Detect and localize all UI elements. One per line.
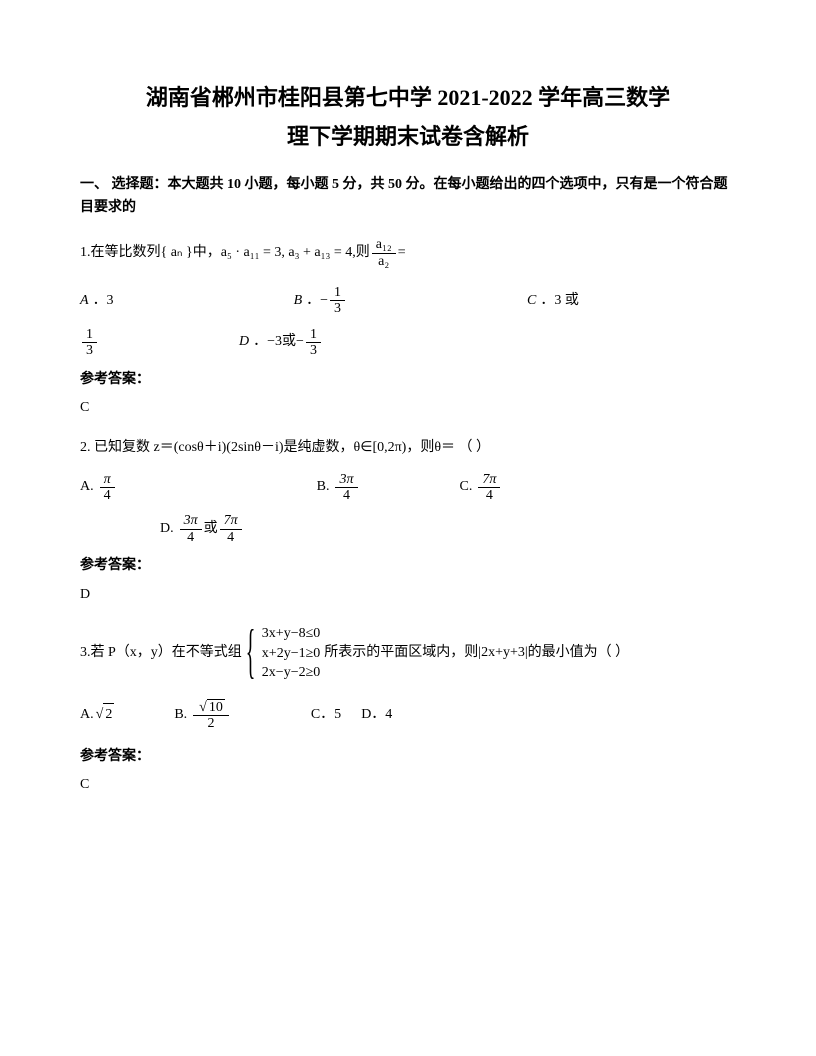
q1-optC-text: ．3 或 xyxy=(540,290,579,312)
q1-optA-text: ．3 xyxy=(93,290,114,312)
q3-answer-label: 参考答案： xyxy=(80,746,736,768)
q3-option-a: A. 2 xyxy=(80,703,114,726)
q3-text-prefix: 若 P（x，y）在不等式组 xyxy=(91,642,242,664)
q3-optA-sqrt: 2 xyxy=(103,703,114,726)
q2-optC-num: 7π xyxy=(478,472,500,488)
q3-option-d: D．4 xyxy=(361,704,392,726)
q1-frac-den: a₂ xyxy=(372,254,396,269)
question-1: 1. 在等比数列 { aₙ } 中， a₅ · a₁₁ = 3, a₃ + a₁… xyxy=(80,237,736,419)
q3-optB-den: 2 xyxy=(193,716,229,731)
q1-optB-den: 3 xyxy=(330,301,345,316)
q3-optB-label: B. xyxy=(174,704,187,726)
q3-text-suffix: 所表示的平面区域内，则|2x+y+3|的最小值为（ ） xyxy=(324,642,629,664)
q1-sequence: { aₙ } xyxy=(161,242,193,264)
q1-text-mid: 中， xyxy=(193,242,221,264)
q1-optD-or: 或 xyxy=(282,331,296,353)
q3-option-c: C．5 xyxy=(311,704,341,726)
q1-optD-den: 3 xyxy=(306,343,321,358)
q3-optC-label: C．5 xyxy=(311,704,341,726)
q1-optD-neg: − xyxy=(296,331,304,353)
q1-answer: C xyxy=(80,397,736,419)
q1-number: 1. xyxy=(80,242,91,264)
q1-option-d: D ．−3 或 − 1 3 xyxy=(239,327,323,359)
q2-optC-den: 4 xyxy=(478,488,500,503)
q3-optB-sqrt: 10 xyxy=(207,699,225,715)
q1-optB-neg: − xyxy=(320,290,328,312)
q3-optA-label: A. xyxy=(80,704,94,726)
q1-optD-label: D xyxy=(239,331,249,353)
q1-optB-label: B xyxy=(294,290,303,312)
q1-optC-frac: 1 3 xyxy=(82,327,97,359)
q2-option-d: D. 3π 4 或 7π 4 xyxy=(160,513,244,545)
q2-option-a: A. π 4 xyxy=(80,472,117,504)
section-header: 一、 选择题：本大题共 10 小题，每小题 5 分，共 50 分。在每小题给出的… xyxy=(80,174,736,219)
q2-optC-label: C. xyxy=(460,476,473,498)
q1-optA-label: A xyxy=(80,290,89,312)
q3-number: 3. xyxy=(80,642,91,664)
q2-number: 2. xyxy=(80,440,91,455)
q2-optD-num1: 3π xyxy=(180,513,202,529)
q3-option-b: B. 10 2 xyxy=(174,699,231,732)
document-title-line2: 理下学期期末试卷含解析 xyxy=(80,119,736,154)
question-3: 3. 若 P（x，y）在不等式组 3x+y−8≤0 x+2y−1≥0 2x−y−… xyxy=(80,624,736,796)
q1-text-suffix: 则 xyxy=(356,242,370,264)
q2-answer: D xyxy=(80,584,736,606)
q3-inequality-system: 3x+y−8≤0 x+2y−1≥0 2x−y−2≥0 xyxy=(246,624,320,683)
q1-text-prefix: 在等比数列 xyxy=(91,242,161,264)
q2-optD-den1: 4 xyxy=(180,530,202,545)
q1-optB-num: 1 xyxy=(330,285,345,301)
q3-optD-label: D．4 xyxy=(361,704,392,726)
q2-optA-den: 4 xyxy=(100,488,115,503)
q1-fraction: a₁₂ a₂ xyxy=(372,237,396,269)
q3-sys-line1: 3x+y−8≤0 xyxy=(262,624,320,644)
q1-optD-text: ．−3 xyxy=(253,331,282,353)
q1-condition: a₅ · a₁₁ = 3, a₃ + a₁₃ = 4, xyxy=(221,242,356,264)
q1-optC2-den: 3 xyxy=(82,343,97,358)
q1-option-b: B ． − 1 3 xyxy=(294,285,347,317)
q2-optB-num: 3π xyxy=(335,472,357,488)
q1-optB-text: ． xyxy=(306,290,320,312)
q3-sys-line2: x+2y−1≥0 xyxy=(262,644,320,664)
q2-optD-num2: 7π xyxy=(220,513,242,529)
q2-optA-num: π xyxy=(100,472,115,488)
q3-answer: C xyxy=(80,774,736,796)
q1-option-a: A ．3 xyxy=(80,290,114,312)
document-title-line1: 湖南省郴州市桂阳县第七中学 2021-2022 学年高三数学 xyxy=(80,80,736,115)
q2-optB-den: 4 xyxy=(335,488,357,503)
q1-equals: = xyxy=(398,242,406,264)
q2-text: 已知复数 z＝(cosθ＋i)(2sinθ－i)是纯虚数，θ∈[0,2π)，则θ… xyxy=(94,440,490,455)
q2-optB-label: B. xyxy=(317,476,330,498)
q1-answer-label: 参考答案： xyxy=(80,369,736,391)
question-2: 2. 已知复数 z＝(cosθ＋i)(2sinθ－i)是纯虚数，θ∈[0,2π)… xyxy=(80,437,736,606)
q1-frac-num: a₁₂ xyxy=(372,237,396,253)
q2-answer-label: 参考答案： xyxy=(80,555,736,577)
q2-option-c: C. 7π 4 xyxy=(460,472,503,504)
q1-optD-num: 1 xyxy=(306,327,321,343)
q1-optC-label: C xyxy=(527,290,536,312)
q2-optA-label: A. xyxy=(80,476,94,498)
q2-optD-den2: 4 xyxy=(220,530,242,545)
q2-optD-label: D. xyxy=(160,518,174,540)
q1-optC2-num: 1 xyxy=(82,327,97,343)
q1-option-c: C ．3 或 xyxy=(527,290,579,312)
q3-sys-line3: 2x−y−2≥0 xyxy=(262,663,320,683)
q2-optD-or: 或 xyxy=(204,518,218,540)
q2-option-b: B. 3π 4 xyxy=(317,472,360,504)
